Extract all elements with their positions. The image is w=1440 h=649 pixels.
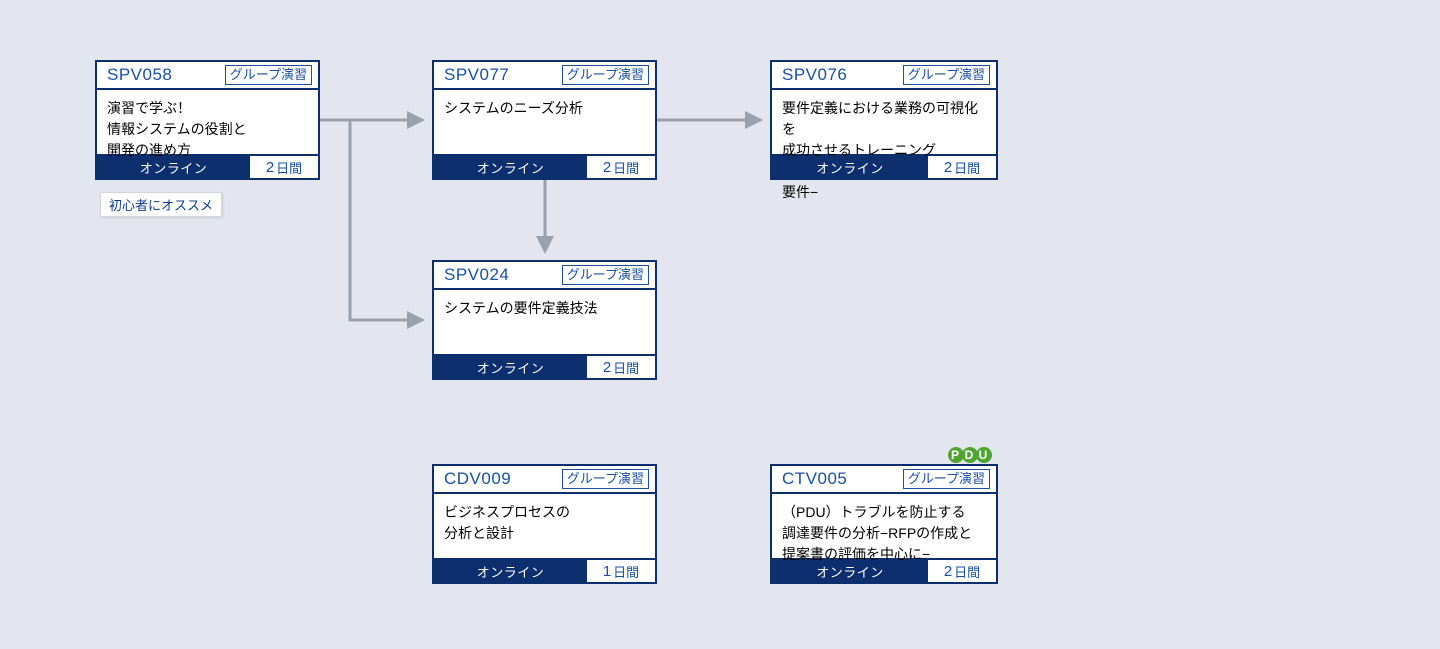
delivery-mode: オンライン	[772, 560, 928, 582]
delivery-mode: オンライン	[772, 156, 928, 178]
duration-unit: 日間	[276, 158, 302, 177]
course-card-spv076[interactable]: SPV076 グループ演習要件定義における業務の可視化を 成功させるトレーニング …	[770, 60, 998, 180]
duration: 2日間	[587, 156, 655, 178]
card-header: SPV076 グループ演習	[772, 62, 996, 88]
pdu-badge: PDU	[950, 447, 992, 463]
course-code: SPV058	[107, 65, 172, 85]
course-tag: グループ演習	[225, 65, 312, 85]
duration-number: 2	[944, 563, 952, 580]
recommend-badge: 初心者にオススメ	[100, 192, 222, 217]
card-footer: オンライン2日間	[434, 156, 655, 178]
card-header: SPV024 グループ演習	[434, 262, 655, 288]
course-title: 要件定義における業務の可視化を 成功させるトレーニング −業務ニーズから導くシス…	[772, 88, 996, 156]
duration-unit: 日間	[613, 358, 639, 377]
card-footer: オンライン2日間	[772, 560, 996, 582]
course-title: （PDU）トラブルを防止する 調達要件の分析−RFPの作成と 提案書の評価を中心…	[772, 492, 996, 560]
duration: 2日間	[928, 560, 996, 582]
course-card-spv058[interactable]: SPV058 グループ演習演習で学ぶ！ 情報システムの役割と 開発の進め方オンライ…	[95, 60, 320, 180]
card-footer: オンライン2日間	[772, 156, 996, 178]
card-header: SPV058 グループ演習	[97, 62, 318, 88]
course-tag: グループ演習	[562, 469, 649, 489]
duration: 1日間	[587, 560, 655, 582]
duration-unit: 日間	[954, 158, 980, 177]
card-header: CTV005 グループ演習	[772, 466, 996, 492]
delivery-mode: オンライン	[434, 560, 587, 582]
course-tag: グループ演習	[562, 65, 649, 85]
course-tag: グループ演習	[903, 65, 990, 85]
delivery-mode: オンライン	[434, 356, 587, 378]
course-title: ビジネスプロセスの 分析と設計	[434, 492, 655, 560]
pdu-letter: U	[976, 447, 992, 463]
course-code: CDV009	[444, 469, 511, 489]
card-header: CDV009 グループ演習	[434, 466, 655, 492]
duration: 2日間	[250, 156, 318, 178]
duration-number: 1	[603, 563, 611, 580]
duration: 2日間	[587, 356, 655, 378]
course-title: システムのニーズ分析	[434, 88, 655, 156]
diagram-canvas: SPV058グループ演習演習で学ぶ！ 情報システムの役割と 開発の進め方オンライ…	[0, 0, 1440, 649]
duration-number: 2	[603, 159, 611, 176]
delivery-mode: オンライン	[97, 156, 250, 178]
duration-unit: 日間	[954, 562, 980, 581]
duration: 2日間	[928, 156, 996, 178]
card-footer: オンライン2日間	[97, 156, 318, 178]
card-footer: オンライン1日間	[434, 560, 655, 582]
course-tag: グループ演習	[903, 469, 990, 489]
course-title: システムの要件定義技法	[434, 288, 655, 356]
delivery-mode: オンライン	[434, 156, 587, 178]
course-title: 演習で学ぶ！ 情報システムの役割と 開発の進め方	[97, 88, 318, 156]
card-header: SPV077 グループ演習	[434, 62, 655, 88]
course-code: SPV076	[782, 65, 847, 85]
course-card-spv077[interactable]: SPV077グループ演習システムのニーズ分析オンライン2日間	[432, 60, 657, 180]
duration-number: 2	[266, 159, 274, 176]
course-code: CTV005	[782, 469, 847, 489]
duration-unit: 日間	[613, 158, 639, 177]
duration-number: 2	[603, 359, 611, 376]
arrow-a4	[350, 120, 422, 320]
course-code: SPV024	[444, 265, 509, 285]
duration-unit: 日間	[613, 562, 639, 581]
course-card-ctv005[interactable]: CTV005 グループ演習 （PDU）トラブルを防止する 調達要件の分析−RFPの作…	[770, 464, 998, 584]
course-card-spv024[interactable]: SPV024グループ演習システムの要件定義技法オンライン2日間	[432, 260, 657, 380]
card-footer: オンライン2日間	[434, 356, 655, 378]
duration-number: 2	[944, 159, 952, 176]
course-code: SPV077	[444, 65, 509, 85]
course-card-cdv009[interactable]: CDV009グループ演習ビジネスプロセスの 分析と設計オンライン1日間	[432, 464, 657, 584]
course-tag: グループ演習	[562, 265, 649, 285]
